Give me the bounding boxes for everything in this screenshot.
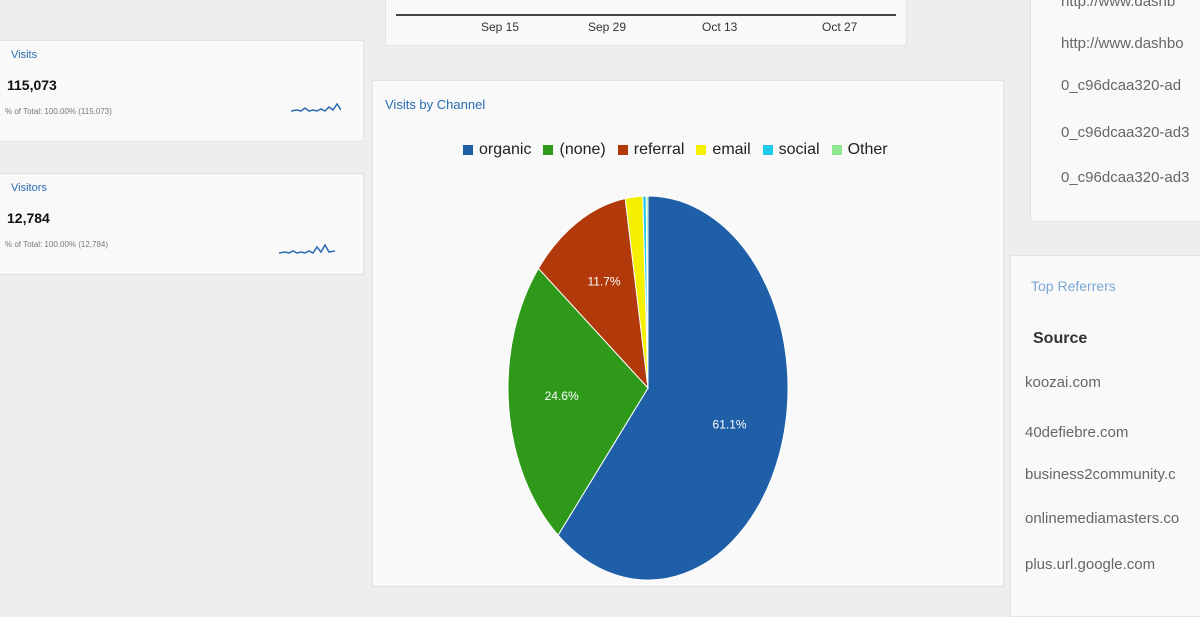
visits-sparkline <box>291 102 341 112</box>
timeline-tick: Sep 29 <box>588 20 627 34</box>
timeline-axis <box>396 14 896 16</box>
legend-item-social[interactable]: social <box>762 141 820 159</box>
legend-item-other[interactable]: Other <box>831 141 888 159</box>
url-list-card: http://www.dashb http://www.dashbo 0_c96… <box>1030 0 1200 222</box>
legend-swatch <box>762 145 773 155</box>
legend-swatch <box>543 145 554 155</box>
url-item[interactable]: http://www.dashb <box>1061 0 1176 10</box>
chart-title: Visits by Channel <box>385 97 486 112</box>
legend-label: referral <box>633 141 685 158</box>
visitors-sparkline <box>279 243 335 254</box>
legend-label: Other <box>847 141 888 158</box>
referrer-row[interactable]: plus.url.google.com <box>1025 556 1156 573</box>
url-item[interactable]: 0_c96dcaa320-ad <box>1061 77 1182 94</box>
legend-label: email <box>712 141 751 158</box>
source-column-header: Source <box>1033 330 1088 347</box>
legend-swatch <box>696 145 707 155</box>
timeline-chart-card: Sep 15 Sep 29 Oct 13 Oct 27 <box>385 0 907 46</box>
timeline-tick: Oct 27 <box>822 20 858 34</box>
slice-value-label: 11.7% <box>587 274 620 288</box>
referrer-row[interactable]: onlinemediamasters.co <box>1025 510 1180 527</box>
chart-legend: organic (none) referral email social Other <box>463 141 888 159</box>
referrers-title: Top Referrers <box>1031 278 1116 294</box>
legend-swatch <box>463 145 473 155</box>
legend-swatch <box>831 145 842 155</box>
visits-subtitle: % of Total: 100.00% (115,073) <box>5 107 112 116</box>
visitors-value: 12,784 <box>7 210 50 226</box>
visitors-title: Visitors <box>11 182 47 194</box>
timeline-tick: Oct 13 <box>702 20 738 34</box>
referrer-row[interactable]: business2community.c <box>1025 466 1176 483</box>
url-item[interactable]: 0_c96dcaa320-ad3 <box>1061 124 1190 141</box>
top-referrers-card: Top Referrers Source koozai.com 40defieb… <box>1010 255 1200 617</box>
visits-metric-card: Visits 115,073 % of Total: 100.00% (115,… <box>0 40 364 142</box>
legend-item-organic[interactable]: organic <box>463 141 531 159</box>
legend-label: social <box>778 141 820 158</box>
timeline-tick: Sep 15 <box>481 20 520 34</box>
referrer-row[interactable]: koozai.com <box>1025 374 1101 391</box>
visitors-subtitle: % of Total: 100.00% (12,784) <box>5 240 109 249</box>
pie-slice-organic[interactable] <box>557 195 789 581</box>
legend-item-email[interactable]: email <box>696 141 751 159</box>
legend-item-referral[interactable]: referral <box>617 141 685 159</box>
legend-swatch <box>617 145 628 155</box>
pie-slice-none[interactable] <box>507 267 649 537</box>
slice-value-label: 61.1% <box>713 418 747 432</box>
pie-slice-referral[interactable] <box>537 197 649 390</box>
pie-chart: 61.1% 24.6% 11.7% <box>507 195 789 581</box>
url-item[interactable]: http://www.dashbo <box>1061 35 1184 52</box>
pie-slice-other[interactable] <box>645 195 649 389</box>
slice-value-label: 24.6% <box>545 389 579 403</box>
legend-item-none[interactable]: (none) <box>543 141 606 159</box>
legend-label: organic <box>479 141 532 158</box>
url-item[interactable]: 0_c96dcaa320-ad3 <box>1061 169 1190 186</box>
visits-title: Visits <box>11 49 38 61</box>
referrer-row[interactable]: 40defiebre.com <box>1025 424 1129 441</box>
visits-by-channel-card: Visits by Channel organic (none) referral e… <box>372 80 1004 587</box>
visits-value: 115,073 <box>7 77 57 93</box>
visitors-metric-card: Visitors 12,784 % of Total: 100.00% (12,… <box>0 173 364 275</box>
legend-label: (none) <box>559 141 606 158</box>
